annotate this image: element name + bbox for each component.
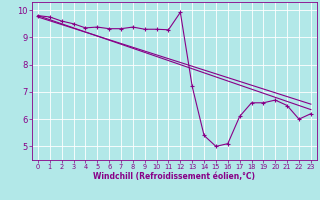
X-axis label: Windchill (Refroidissement éolien,°C): Windchill (Refroidissement éolien,°C) <box>93 172 255 181</box>
